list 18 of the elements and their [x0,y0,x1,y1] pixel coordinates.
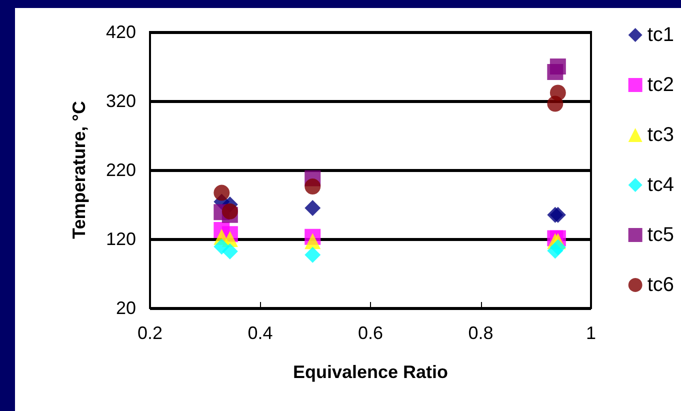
y-tick-label: 120 [106,229,136,249]
x-tick-label: 0.4 [248,323,273,343]
legend-label: tc4 [647,174,674,196]
y-axis-title: Temperature, °C [69,101,89,239]
x-tick-label: 1 [586,323,596,343]
x-axis-title: Equivalence Ratio [292,362,448,382]
x-tick-label: 0.8 [468,323,494,343]
y-tick-label: 20 [116,298,136,318]
y-tick-label: 420 [106,22,136,42]
legend-label: tc1 [647,24,674,46]
legend-label: tc2 [647,74,674,96]
y-tick-label: 320 [106,91,136,111]
legend-label: tc3 [647,124,674,146]
legend-label: tc6 [647,274,674,296]
y-tick-label: 220 [106,160,136,180]
x-tick-label: 0.2 [137,323,163,343]
legend-label: tc5 [647,224,674,246]
x-tick-label: 0.6 [358,323,384,343]
